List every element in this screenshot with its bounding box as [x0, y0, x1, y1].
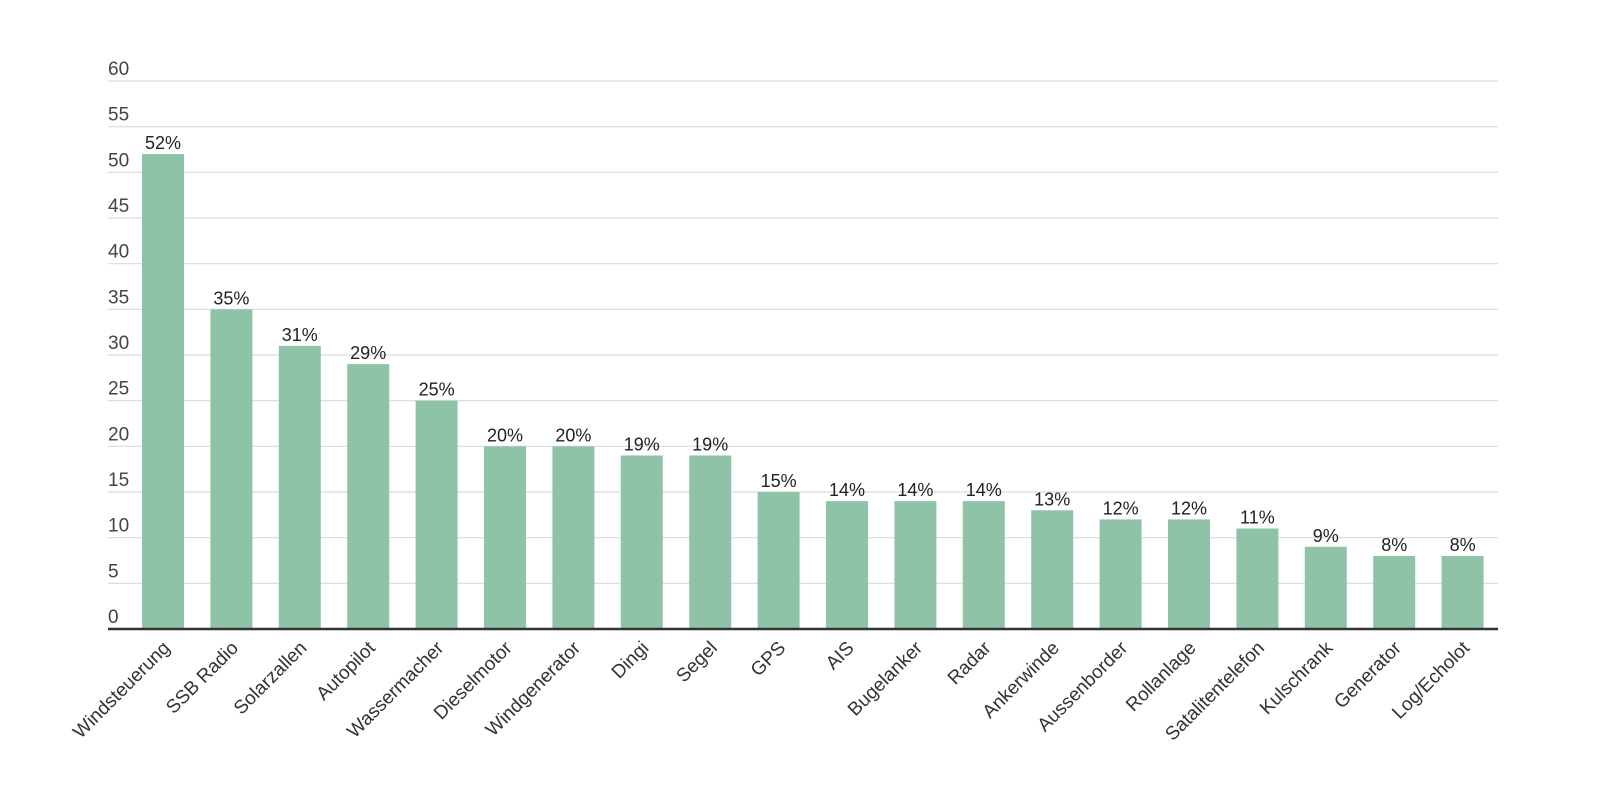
y-tick-label: 5 — [108, 561, 119, 582]
bar-value-label: 35% — [213, 288, 249, 308]
x-tick-label: Radar — [944, 637, 996, 689]
bar — [620, 455, 663, 629]
y-tick-label: 10 — [108, 516, 129, 537]
x-tick-label: Solarzallen — [230, 638, 311, 719]
y-tick-label: 40 — [108, 242, 129, 263]
x-tick-label: Segel — [673, 638, 722, 687]
bar-value-label: 25% — [419, 380, 455, 400]
bar-value-label: 14% — [897, 480, 933, 500]
bar — [1168, 519, 1210, 629]
bar-value-label: 20% — [555, 425, 591, 445]
bar — [689, 455, 732, 629]
bar-value-label: 19% — [624, 434, 660, 454]
x-tick-label: Autopilot — [313, 637, 381, 705]
x-tick-label: Bugelanker — [844, 637, 927, 720]
bar — [757, 492, 800, 629]
bar — [1031, 510, 1074, 629]
bar-value-label: 14% — [829, 480, 865, 500]
grid — [108, 80, 1498, 584]
bar-value-label: 12% — [1103, 498, 1139, 518]
bar — [1099, 519, 1142, 629]
bar-value-label: 31% — [282, 325, 318, 345]
bar — [278, 345, 321, 629]
y-tick-label: 45 — [108, 196, 129, 217]
bar — [142, 154, 184, 630]
bar-value-label: 52% — [145, 133, 181, 153]
y-tick-label: 50 — [108, 150, 129, 171]
y-tick-label: 15 — [108, 470, 129, 491]
bar-value-label: 15% — [761, 471, 797, 491]
bar-value-label: 20% — [487, 425, 523, 445]
y-tick-label: 0 — [108, 607, 119, 628]
y-tick-label: 30 — [108, 333, 129, 354]
bar — [1373, 555, 1416, 629]
bar-value-label: 19% — [692, 434, 728, 454]
bar — [894, 501, 937, 629]
x-tick-label: Windsteuerung — [69, 638, 174, 743]
bar — [826, 501, 868, 629]
y-tick-label: 25 — [108, 379, 129, 400]
bar — [415, 400, 458, 629]
y-tick-label: 55 — [108, 105, 129, 126]
x-tick-label: GPS — [747, 638, 790, 681]
bar-value-label: 8% — [1450, 535, 1476, 555]
y-tick-label: 35 — [108, 287, 129, 308]
x-tick-label: Kulschrank — [1256, 637, 1338, 719]
bar-value-label: 11% — [1240, 508, 1275, 528]
bar-value-label: 29% — [350, 343, 386, 363]
bar-value-label: 14% — [966, 480, 1002, 500]
bar-value-label: 13% — [1034, 489, 1070, 509]
bar — [962, 501, 1005, 629]
bar — [1304, 546, 1347, 629]
bar — [484, 446, 526, 629]
bars — [142, 154, 1484, 630]
bar — [210, 309, 253, 629]
bar-value-labels: 52% 35% 31% 29% 25% 20% 20% 19% 19% 15% 14% 14% 14% 1… — [145, 133, 1476, 555]
bar-value-label: 9% — [1313, 526, 1339, 546]
y-tick-label: 60 — [108, 59, 129, 80]
bar-value-label: 8% — [1381, 535, 1407, 555]
y-axis-ticks: 0 5 10 15 20 25 30 35 40 45 50 55 60 — [108, 59, 129, 628]
bar — [347, 364, 390, 629]
bar — [1236, 528, 1279, 629]
y-tick-label: 20 — [108, 424, 129, 445]
x-tick-label: Dingi — [608, 638, 653, 683]
bar — [552, 446, 595, 629]
x-tick-label: AIS — [822, 638, 859, 675]
bar-value-label: 12% — [1171, 498, 1207, 518]
bar — [1441, 555, 1484, 629]
